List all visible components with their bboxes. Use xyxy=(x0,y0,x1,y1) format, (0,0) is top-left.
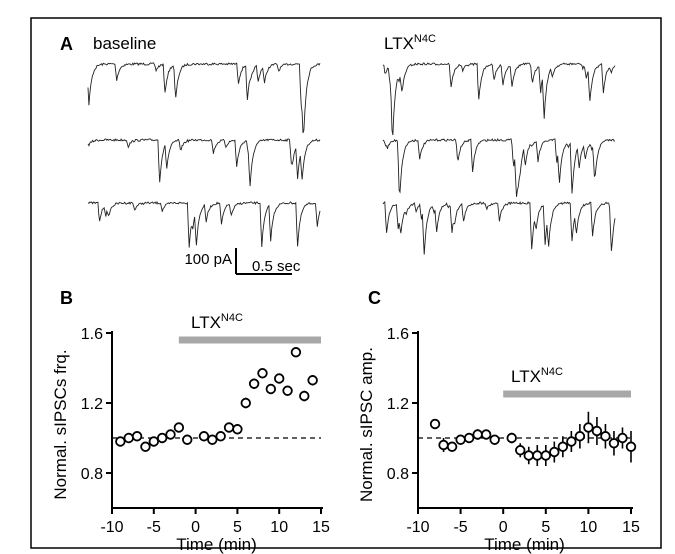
data-point xyxy=(446,441,458,452)
data-point xyxy=(515,445,526,456)
x-tick-label: -5 xyxy=(147,519,161,536)
current-trace xyxy=(87,200,321,248)
data-point xyxy=(574,431,586,442)
data-point xyxy=(223,422,235,433)
x-tick-label: 0 xyxy=(499,519,508,536)
data-point xyxy=(257,368,268,379)
figure-frame xyxy=(30,17,662,549)
scale-time-label: 0.5 sec xyxy=(252,258,301,275)
data-point xyxy=(123,432,134,444)
y-tick-label: 0.8 xyxy=(387,466,409,483)
x-tick-label: 15 xyxy=(622,519,640,536)
baseline-label: baseline xyxy=(93,34,156,53)
data-point xyxy=(591,425,603,437)
y-tick-label: 1.2 xyxy=(81,396,103,413)
drug-bar-label: LTXN4C xyxy=(191,312,243,332)
y-tick-label: 0.8 xyxy=(81,466,103,483)
current-trace xyxy=(87,62,321,134)
x-tick-label: -10 xyxy=(406,519,429,536)
scale-amp-label: 100 pA xyxy=(184,251,232,268)
data-point xyxy=(307,375,318,386)
data-point xyxy=(566,436,577,447)
data-point xyxy=(438,439,449,451)
y-axis-label: Normal. sIPSCs frq. xyxy=(51,349,70,499)
data-point xyxy=(472,429,483,440)
data-point xyxy=(248,378,260,389)
x-tick-label: 10 xyxy=(270,519,288,536)
data-point xyxy=(131,431,143,442)
y-tick-label: 1.6 xyxy=(81,326,103,343)
data-point xyxy=(532,450,543,461)
panel-c-letter: C xyxy=(368,288,381,308)
x-axis-label: Time (min) xyxy=(176,535,257,554)
data-point xyxy=(625,441,637,452)
x-tick-label: 5 xyxy=(541,519,550,536)
data-point xyxy=(265,383,277,395)
data-point xyxy=(557,441,569,452)
drug-label: LTXN4C xyxy=(384,33,436,53)
x-tick-label: 15 xyxy=(312,519,330,536)
current-trace xyxy=(382,200,616,255)
data-point xyxy=(232,424,243,435)
data-point xyxy=(523,450,534,461)
panel-c-plot: 0.8 1.2 1.6 -10 -5 0 5 10 15 Time (min) Normal. sI… xyxy=(357,326,640,554)
data-point xyxy=(540,450,552,461)
current-traces xyxy=(87,62,616,255)
data-point xyxy=(282,385,293,396)
x-axis-label: Time (min) xyxy=(484,535,565,554)
drug-bar-label: LTXN4C xyxy=(511,366,563,386)
y-tick-label: 1.6 xyxy=(387,326,409,343)
data-point xyxy=(480,429,492,440)
panel-b-letter: B xyxy=(60,288,73,308)
current-trace xyxy=(382,138,616,197)
data-point xyxy=(489,434,500,445)
data-point xyxy=(207,434,218,445)
data-point xyxy=(617,432,628,444)
data-point xyxy=(148,436,160,447)
x-tick-label: 5 xyxy=(233,519,242,536)
data-point xyxy=(274,373,285,384)
data-point xyxy=(608,438,620,449)
y-axis-label: Normal. sIPSC amp. xyxy=(357,347,376,502)
data-point xyxy=(455,434,466,445)
data-point xyxy=(583,422,594,433)
data-point xyxy=(182,434,193,445)
data-point xyxy=(506,432,517,444)
panel-a-letter: A xyxy=(60,34,73,54)
y-tick-label: 1.2 xyxy=(387,396,409,413)
data-point xyxy=(215,431,226,442)
data-point xyxy=(549,446,560,458)
x-tick-label: 0 xyxy=(191,519,200,536)
data-point xyxy=(429,418,441,430)
data-point xyxy=(600,431,611,442)
data-point xyxy=(165,429,176,440)
data-point xyxy=(463,432,475,444)
data-point xyxy=(198,431,210,442)
panel-b-plot: 0.8 1.2 1.6 -10 -5 0 5 10 15 Time (min) Normal. sI… xyxy=(51,312,330,554)
x-tick-label: -10 xyxy=(100,519,123,536)
data-point xyxy=(156,432,168,444)
data-point xyxy=(115,436,126,447)
x-tick-label: -5 xyxy=(453,519,467,536)
data-point xyxy=(290,347,302,358)
data-point xyxy=(173,422,185,433)
current-trace xyxy=(87,138,321,187)
data-point xyxy=(240,397,251,409)
current-trace xyxy=(382,62,616,136)
data-point xyxy=(140,441,151,452)
data-point xyxy=(299,390,310,402)
x-tick-label: 10 xyxy=(580,519,598,536)
